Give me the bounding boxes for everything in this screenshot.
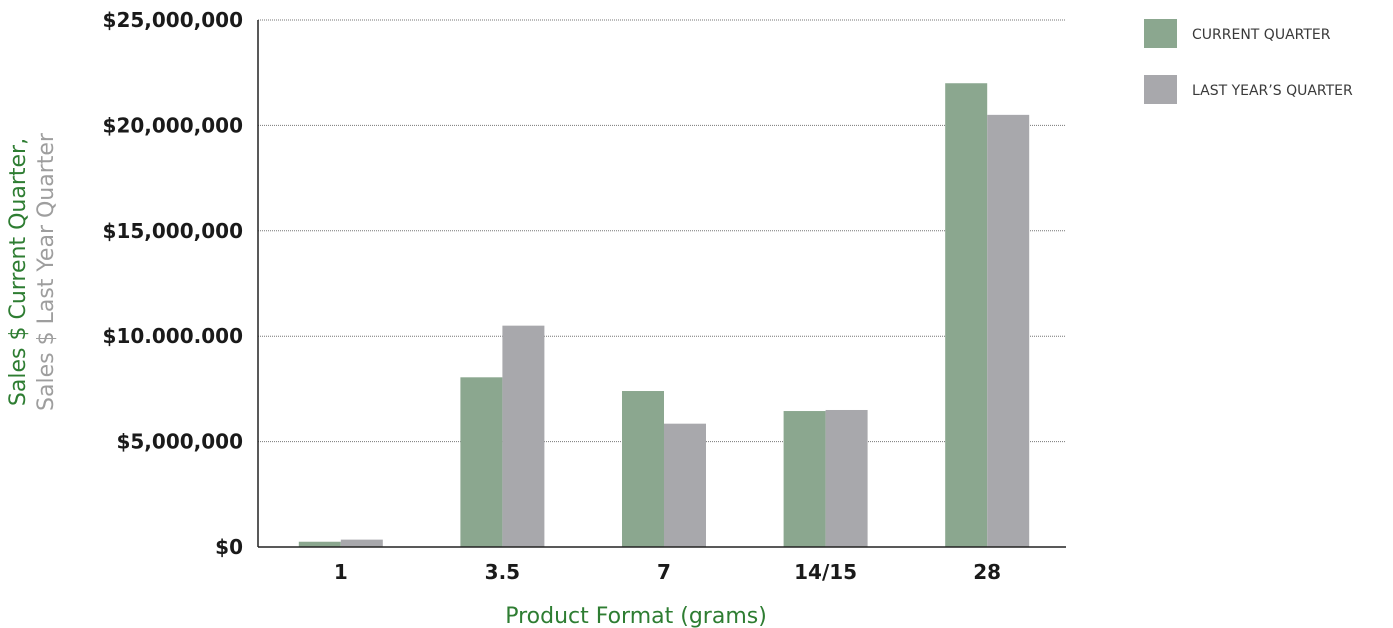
bar-current-quarter bbox=[298, 541, 341, 547]
axes bbox=[257, 20, 1066, 548]
y-axis-label-line-1: Sales $ Current Quarter, bbox=[6, 138, 31, 406]
x-tick-label: 28 bbox=[973, 560, 1001, 584]
x-tick-label: 14/15 bbox=[794, 560, 857, 584]
bar-last-year-quarter bbox=[664, 423, 706, 547]
bar-current-quarter bbox=[622, 391, 664, 547]
x-tick-label: 7 bbox=[657, 560, 671, 584]
y-tick-label: $5,000,000 bbox=[116, 430, 243, 454]
x-axis-label: Product Format (grams) bbox=[505, 604, 767, 628]
legend-swatch bbox=[1144, 19, 1177, 48]
y-tick-label: $10.000.000 bbox=[103, 324, 243, 348]
y-tick-label: $25,000,000 bbox=[103, 8, 243, 32]
bar-current-quarter bbox=[460, 377, 503, 547]
bars bbox=[298, 83, 1030, 548]
y-axis-label-line-2: Sales $ Last Year Quarter bbox=[34, 132, 59, 411]
bar-last-year-quarter bbox=[987, 114, 1030, 548]
y-tick-labels: $0 $5,000,000 $10.000.000 $15,000,000 $20,00… bbox=[103, 8, 243, 559]
y-tick-label: $0 bbox=[215, 535, 243, 559]
x-tick-label: 1 bbox=[334, 560, 348, 584]
y-tick-label: $20,000,000 bbox=[103, 113, 243, 137]
bar-current-quarter bbox=[783, 411, 826, 547]
legend-label: LAST YEAR’S QUARTER bbox=[1192, 83, 1353, 99]
legend: CURRENT QUARTER LAST YEAR’S QUARTER bbox=[1144, 19, 1353, 104]
bar-current-quarter bbox=[945, 83, 988, 548]
x-tick-label: 3.5 bbox=[485, 560, 520, 584]
legend-label: CURRENT QUARTER bbox=[1192, 27, 1331, 43]
legend-swatch bbox=[1144, 75, 1177, 104]
x-tick-labels: 1 3.5 7 14/15 28 bbox=[334, 560, 1001, 584]
bar-last-year-quarter bbox=[825, 409, 868, 547]
y-tick-label: $15,000,000 bbox=[103, 219, 243, 243]
bar-last-year-quarter bbox=[502, 325, 545, 547]
bar-last-year-quarter bbox=[340, 539, 383, 547]
gridlines bbox=[258, 19, 1066, 443]
